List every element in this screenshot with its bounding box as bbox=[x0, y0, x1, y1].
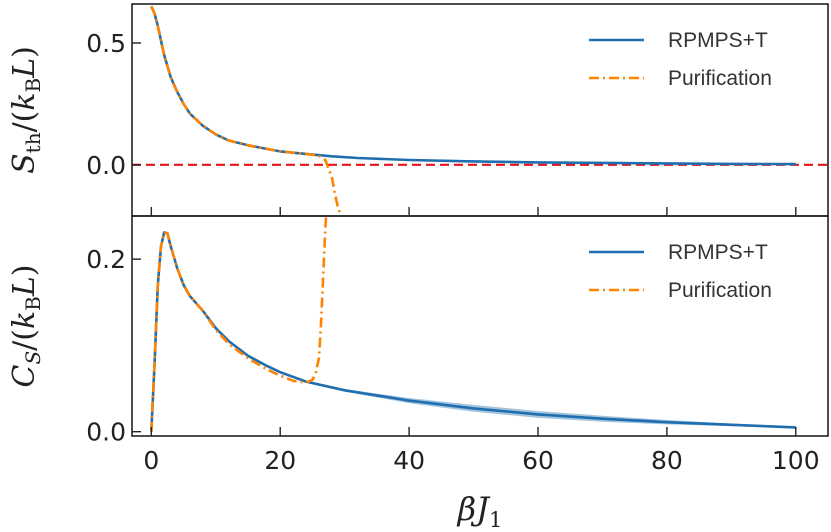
series-line-rpmps-t bbox=[150, 231, 796, 432]
ytick-label: 0.5 bbox=[86, 29, 126, 58]
xtick-label: 0 bbox=[143, 446, 159, 475]
legend-bottom: RPMPS+T Purification bbox=[589, 241, 772, 302]
axes-frame-bottom bbox=[131, 215, 829, 437]
ytick-label: 0.2 bbox=[86, 245, 126, 274]
ytick-label: 0.0 bbox=[86, 418, 126, 447]
legend-label: Purification bbox=[668, 279, 772, 302]
ylabel-top: Sth/(kBL) bbox=[7, 46, 45, 174]
legend-label: RPMPS+T bbox=[668, 29, 768, 52]
xtick-label: 60 bbox=[522, 446, 554, 475]
legend-label: RPMPS+T bbox=[668, 241, 768, 264]
xtick-label: 20 bbox=[264, 446, 296, 475]
legend-top: RPMPS+T Purification bbox=[589, 29, 772, 90]
plot-area-top bbox=[132, 5, 828, 216]
xtick-label: 80 bbox=[651, 446, 683, 475]
plot-area-bottom bbox=[150, 216, 796, 432]
legend-label: Purification bbox=[668, 67, 772, 90]
panel-top: 0.0 0.5 RPMPS+T Purification Sth/(kBL) bbox=[7, 3, 829, 217]
series-line-purification bbox=[150, 216, 328, 432]
panel-bottom: 0.0 0.2 0 20 40 60 80 100 RPMPS+T Purification CS/… bbox=[7, 215, 829, 532]
ytick-label: 0.0 bbox=[86, 151, 126, 180]
xtick-label: 100 bbox=[772, 446, 820, 475]
xlabel: βJ1 bbox=[457, 490, 503, 532]
series-line-purification bbox=[150, 5, 343, 216]
xtick-label: 40 bbox=[393, 446, 425, 475]
ylabel-bottom: CS/(kBL) bbox=[7, 264, 45, 387]
